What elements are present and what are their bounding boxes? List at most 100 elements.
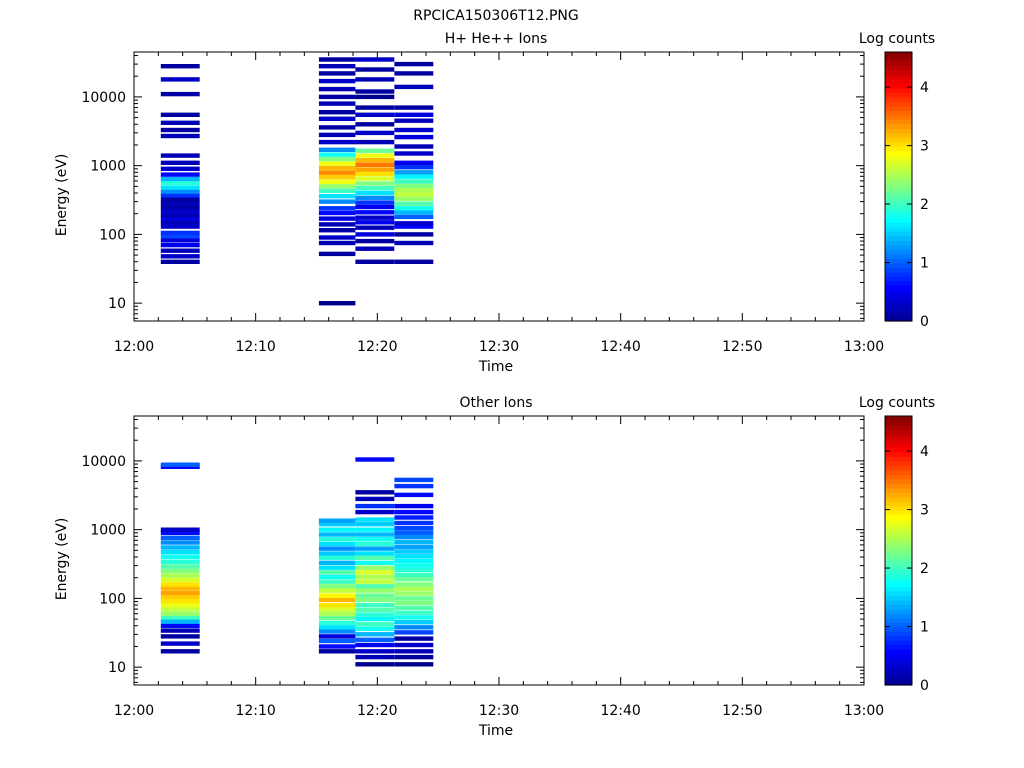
heatmap-cell [355, 246, 395, 251]
x-tick-label: 12:00 [114, 339, 154, 355]
heatmap-cell [318, 228, 356, 233]
heatmap-cell [394, 71, 434, 76]
heatmap-cell [318, 235, 356, 240]
heatmap-cell [160, 193, 200, 198]
heatmap-cell [318, 629, 356, 634]
heatmap-cell [355, 632, 395, 637]
colorbar-segment [885, 128, 912, 134]
heatmap-cell [355, 570, 395, 575]
colorbar-segment [885, 114, 912, 120]
heatmap-cell [355, 546, 395, 551]
colorbar-segment [885, 676, 912, 682]
heatmap-cell [355, 637, 395, 642]
colorbar-segment [885, 599, 912, 605]
heatmap-cell [160, 213, 200, 218]
heatmap-cell [318, 597, 356, 603]
heatmap-cell [318, 156, 356, 162]
colorbar-segment [885, 150, 912, 156]
colorbar-segment [885, 563, 912, 570]
heatmap-cell [318, 86, 356, 92]
heatmap-cell [160, 238, 200, 243]
heatmap-cell [394, 134, 434, 140]
heatmap-cell [160, 590, 200, 596]
heatmap-cell [318, 132, 356, 138]
heatmap-cell [394, 183, 434, 188]
heatmap-cell [394, 160, 434, 165]
heatmap-cell [160, 606, 200, 612]
colorbar-segment [885, 492, 912, 498]
heatmap-cell [160, 91, 200, 97]
colorbar-segment [885, 244, 912, 250]
heatmap-cell [160, 248, 200, 253]
heatmap-cell [355, 551, 395, 556]
heatmap-cell [318, 593, 356, 598]
heatmap-cell [160, 615, 200, 620]
heatmap-cell [160, 201, 200, 206]
heatmap-cell [394, 549, 434, 554]
heatmap-cell [318, 644, 356, 649]
colorbar-segment [885, 671, 912, 677]
heatmap-cell [160, 180, 200, 186]
colorbar-segment [885, 653, 912, 659]
colorbar-segment [885, 420, 912, 426]
heatmap-cell [355, 200, 395, 205]
heatmap-cell [394, 224, 434, 229]
heatmap-cell [318, 570, 356, 575]
colorbar-tick-label: 4 [920, 444, 929, 460]
colorbar-tick-label: 1 [920, 620, 929, 636]
heatmap-cell [355, 171, 395, 176]
heatmap-cell [355, 654, 395, 660]
colorbar-segment [885, 186, 912, 192]
heatmap-cell [355, 153, 395, 158]
heatmap-cell [394, 206, 434, 211]
colorbar-segment [885, 622, 912, 628]
heatmap-cell [318, 206, 356, 211]
colorbar-segment [885, 626, 912, 632]
heatmap-cell [355, 94, 395, 100]
colorbar-segment [885, 519, 912, 525]
colorbar-segment [885, 271, 912, 277]
heatmap-cell [355, 649, 395, 654]
x-tick-label: 12:00 [114, 703, 154, 719]
heatmap-cell [355, 517, 395, 522]
colorbar-segment [885, 604, 912, 610]
colorbar-tick-label: 4 [920, 80, 929, 96]
colorbar-segment [885, 249, 912, 255]
heatmap-cell [394, 649, 434, 654]
heatmap-cell [318, 94, 356, 100]
colorbar-tick-label: 0 [920, 678, 929, 694]
heatmap-cell [355, 496, 395, 502]
heatmap-cell [355, 588, 395, 593]
colorbar-segment [885, 667, 912, 673]
heatmap-cell [394, 105, 434, 110]
heatmap-cell [355, 616, 395, 622]
colorbar-segment [885, 316, 912, 322]
heatmap-cell [394, 530, 434, 535]
colorbar-segment [885, 478, 912, 484]
colorbar-segment [885, 460, 912, 466]
heatmap-cell [394, 577, 434, 582]
heatmap-cell [394, 84, 434, 90]
heatmap-cell [355, 148, 395, 153]
colorbar-segment [885, 105, 912, 111]
heatmap-cell [394, 61, 434, 67]
heatmap-cell [355, 215, 395, 220]
heatmap-cell [394, 544, 434, 550]
colorbar-segment [885, 617, 912, 623]
heatmap-cell [160, 220, 200, 225]
heatmap-cell [394, 144, 434, 149]
heatmap-cell [318, 165, 356, 171]
x-tick-label: 13:00 [844, 703, 884, 719]
heatmap-cell [160, 568, 200, 574]
plot-frame [133, 51, 865, 322]
heatmap-cell [394, 630, 434, 635]
colorbar-segment [885, 649, 912, 655]
heatmap-cell [394, 214, 434, 220]
heatmap-cell [160, 602, 200, 608]
heatmap-cell [394, 600, 434, 606]
colorbar-segment [885, 303, 912, 309]
heatmap-cell [318, 147, 356, 152]
heatmap-cell [394, 586, 434, 591]
y-tick-label: 100 [99, 227, 126, 243]
heatmap-cell [355, 642, 395, 648]
